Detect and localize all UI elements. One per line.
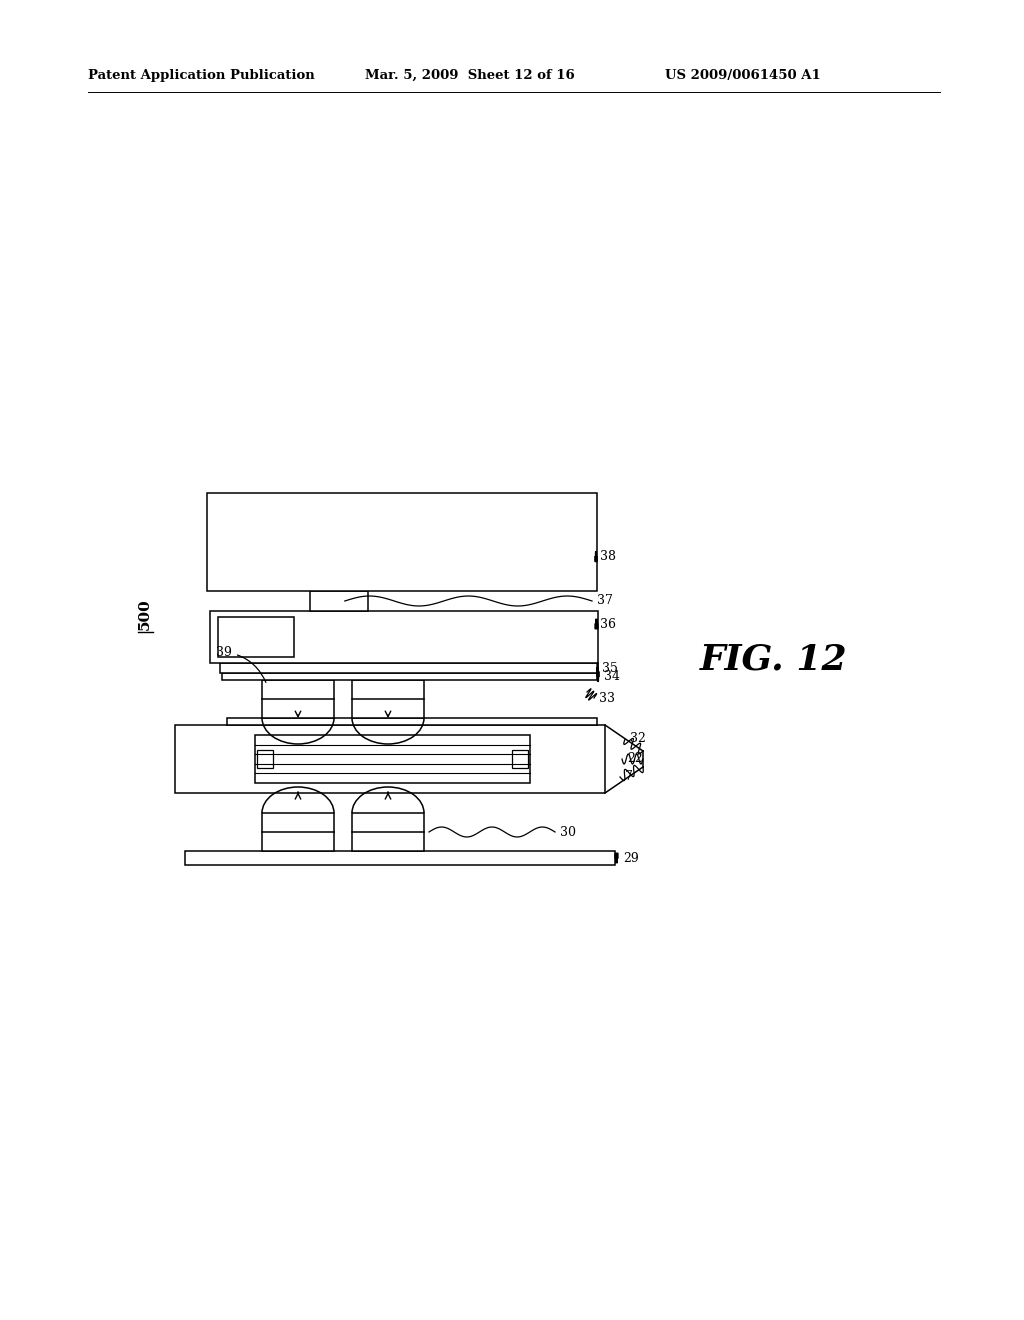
Bar	[255, 735, 530, 783]
Text: Mar. 5, 2009  Sheet 12 of 16: Mar. 5, 2009 Sheet 12 of 16	[365, 69, 574, 82]
Text: 30: 30	[560, 825, 575, 838]
Text: FIG. 12: FIG. 12	[700, 643, 848, 677]
Text: 35: 35	[602, 661, 617, 675]
Bar	[262, 813, 334, 851]
Text: Patent Application Publication: Patent Application Publication	[88, 69, 314, 82]
Bar	[222, 673, 597, 680]
Bar	[257, 750, 273, 768]
Text: US 2009/0061450 A1: US 2009/0061450 A1	[665, 69, 821, 82]
Text: 37: 37	[597, 594, 613, 607]
Bar	[218, 616, 294, 657]
Bar	[175, 725, 605, 793]
Bar	[310, 591, 368, 611]
Text: 38: 38	[600, 550, 616, 564]
Bar	[207, 492, 597, 591]
Bar	[185, 851, 615, 865]
Text: 7: 7	[625, 771, 633, 784]
Text: 36: 36	[600, 618, 616, 631]
Bar	[512, 750, 528, 768]
Bar	[227, 718, 597, 725]
Text: 39: 39	[216, 645, 266, 682]
Bar	[262, 680, 334, 718]
Bar	[352, 813, 424, 851]
Bar	[222, 647, 597, 653]
Text: 34: 34	[604, 671, 620, 682]
Text: 29: 29	[623, 851, 639, 865]
Text: 33: 33	[599, 692, 615, 705]
Text: 22: 22	[627, 752, 643, 766]
Bar	[210, 611, 598, 663]
Text: 500: 500	[138, 598, 152, 630]
Bar	[220, 663, 598, 673]
Bar	[352, 680, 424, 718]
Text: 32: 32	[630, 733, 646, 746]
